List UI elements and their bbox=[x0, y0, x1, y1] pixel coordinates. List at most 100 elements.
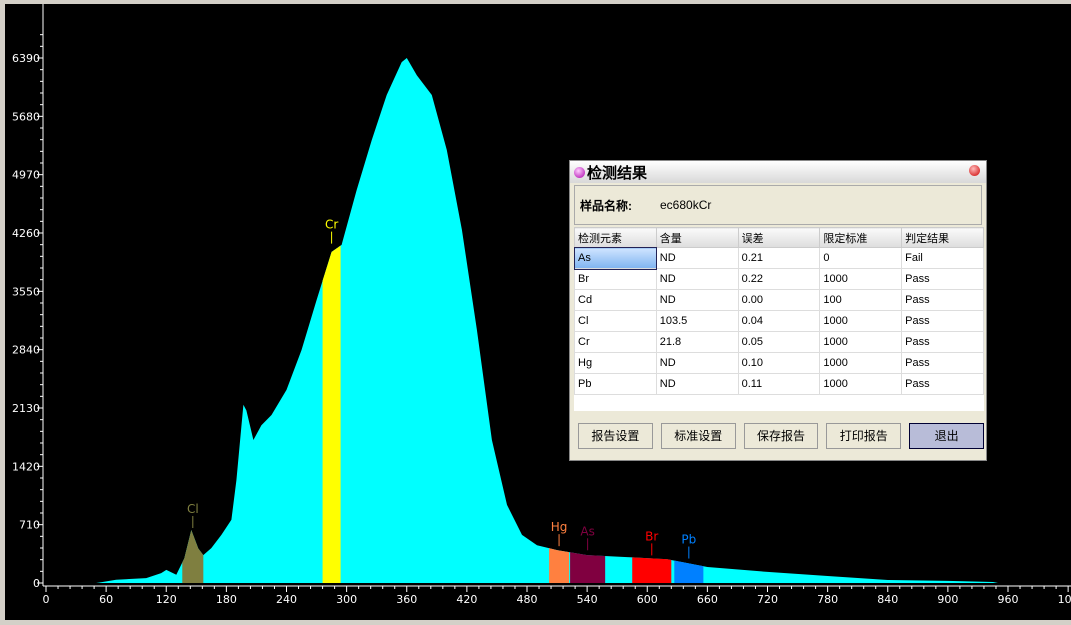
element-region-as bbox=[570, 552, 606, 583]
table-cell[interactable]: ND bbox=[655, 352, 739, 374]
table-cell[interactable]: Pass bbox=[901, 373, 984, 395]
x-tick-label: 480 bbox=[517, 593, 538, 606]
column-header[interactable]: 含量 bbox=[655, 227, 739, 248]
table-cell[interactable]: 0.22 bbox=[737, 268, 821, 290]
x-tick-label: 360 bbox=[396, 593, 417, 606]
table-cell[interactable]: Fail bbox=[901, 247, 984, 269]
table-cell[interactable]: 0.05 bbox=[737, 331, 821, 353]
table-cell[interactable]: ND bbox=[655, 268, 739, 290]
x-tick-label: 240 bbox=[276, 593, 297, 606]
exit-button[interactable]: 退出 bbox=[909, 422, 984, 449]
x-tick-label: 540 bbox=[577, 593, 598, 606]
report-settings-button[interactable]: 报告设置 bbox=[578, 422, 653, 449]
column-header[interactable]: 检测元素 bbox=[574, 227, 657, 248]
table-cell[interactable]: Cd bbox=[574, 289, 657, 311]
x-tick-label: 180 bbox=[216, 593, 237, 606]
y-tick-label: 6390 bbox=[12, 52, 40, 65]
y-tick-label: 2130 bbox=[12, 402, 40, 415]
y-tick-label: 4260 bbox=[12, 227, 40, 240]
table-cell[interactable]: 1000 bbox=[819, 310, 903, 332]
column-header[interactable]: 限定标准 bbox=[819, 227, 903, 248]
y-tick-label: 2840 bbox=[12, 344, 40, 357]
table-cell[interactable]: 100 bbox=[819, 289, 903, 311]
table-cell[interactable]: Pb bbox=[574, 373, 657, 395]
table-cell[interactable]: 1000 bbox=[819, 331, 903, 353]
table-cell[interactable]: 0.00 bbox=[737, 289, 821, 311]
column-header[interactable]: 判定结果 bbox=[901, 227, 984, 248]
table-cell[interactable]: Pass bbox=[901, 352, 984, 374]
x-tick-label: 420 bbox=[456, 593, 477, 606]
table-cell[interactable]: ND bbox=[655, 373, 739, 395]
table-row[interactable]: Cd ND 0.00 100 Pass bbox=[574, 289, 984, 311]
toolbar bbox=[0, 0, 1071, 4]
element-region-cr bbox=[322, 245, 341, 583]
element-label: As bbox=[580, 524, 594, 538]
table-cell[interactable]: Pass bbox=[901, 289, 984, 311]
table-cell[interactable]: 1000 bbox=[819, 373, 903, 395]
x-tick-label: 60 bbox=[99, 593, 113, 606]
table-row[interactable]: As ND 0.21 0 Fail bbox=[573, 246, 984, 270]
table-cell[interactable]: 1000 bbox=[819, 268, 903, 290]
y-tick-label: 0 bbox=[33, 577, 40, 590]
table-cell[interactable]: Pass bbox=[901, 268, 984, 290]
close-icon[interactable] bbox=[969, 165, 980, 176]
save-report-button[interactable]: 保存报告 bbox=[743, 422, 819, 449]
y-tick-label: 710 bbox=[19, 519, 40, 532]
y-tick-label: 1420 bbox=[12, 460, 40, 473]
table-cell[interactable]: ND bbox=[655, 247, 739, 269]
print-report-button[interactable]: 打印报告 bbox=[826, 422, 902, 449]
table-cell[interactable]: Br bbox=[574, 268, 657, 290]
element-label: Pb bbox=[681, 533, 696, 547]
x-tick-label: 660 bbox=[697, 593, 718, 606]
x-tick-label: 720 bbox=[757, 593, 778, 606]
x-tick-label: 780 bbox=[817, 593, 838, 606]
spectrum-area bbox=[46, 58, 998, 583]
x-tick-label: 0 bbox=[43, 593, 50, 606]
element-region-br bbox=[632, 557, 672, 583]
button-bar: 报告设置 标准设置 保存报告 打印报告 退出 bbox=[574, 413, 984, 458]
table-row[interactable]: Cl 103.5 0.04 1000 Pass bbox=[574, 310, 984, 332]
y-tick-label: 4970 bbox=[12, 169, 40, 182]
element-label: Br bbox=[645, 529, 658, 543]
table-row[interactable]: Br ND 0.22 1000 Pass bbox=[574, 268, 984, 290]
table-cell[interactable]: 0.21 bbox=[737, 247, 821, 269]
element-label: Cl bbox=[187, 502, 199, 516]
spectrum-plot: Cl Cr Hg As Br Pb 0 60 120 180 240 300 360 420 480 540 6… bbox=[5, 4, 1071, 620]
dialog-title: 检测结果 bbox=[587, 164, 648, 182]
element-region-hg bbox=[549, 548, 570, 583]
table-cell[interactable]: As bbox=[573, 246, 658, 270]
table-row[interactable]: Pb ND 0.11 1000 Pass bbox=[574, 373, 984, 395]
app-icon bbox=[574, 166, 585, 178]
table-cell[interactable]: Hg bbox=[574, 352, 657, 374]
table-cell[interactable]: 0.11 bbox=[737, 373, 821, 395]
x-tick-label: 120 bbox=[156, 593, 177, 606]
table-cell[interactable]: 0.10 bbox=[737, 352, 821, 374]
table-cell[interactable]: 103.5 bbox=[655, 310, 739, 332]
table-row[interactable]: Cr 21.8 0.05 1000 Pass bbox=[574, 331, 984, 353]
x-tick-label: 600 bbox=[637, 593, 658, 606]
element-region-pb bbox=[674, 560, 704, 583]
standard-settings-button[interactable]: 标准设置 bbox=[660, 422, 736, 449]
table-cell[interactable]: 0.04 bbox=[737, 310, 821, 332]
table-cell[interactable]: 0 bbox=[819, 247, 903, 269]
table-cell[interactable]: Pass bbox=[901, 331, 984, 353]
table-cell[interactable]: 1000 bbox=[819, 352, 903, 374]
table-cell[interactable]: Cr bbox=[574, 331, 657, 353]
table-cell[interactable]: Cl bbox=[574, 310, 657, 332]
table-cell[interactable]: Pass bbox=[901, 310, 984, 332]
y-tick-label: 5680 bbox=[12, 110, 40, 123]
x-tick-label: 300 bbox=[336, 593, 357, 606]
x-tick-label: 900 bbox=[937, 593, 958, 606]
table-cell[interactable]: 21.8 bbox=[655, 331, 739, 353]
element-label: Hg bbox=[551, 520, 568, 534]
table-cell[interactable]: ND bbox=[655, 289, 739, 311]
column-header[interactable]: 误差 bbox=[737, 227, 821, 248]
y-tick-label: 3550 bbox=[12, 285, 40, 298]
table-row[interactable]: Hg ND 0.10 1000 Pass bbox=[574, 352, 984, 374]
x-tick-label: 102 bbox=[1058, 593, 1071, 606]
dialog-titlebar[interactable]: 检测结果 bbox=[570, 161, 986, 183]
element-region-cl bbox=[182, 530, 204, 583]
x-tick-label: 960 bbox=[998, 593, 1019, 606]
sample-name-value: ec680kCr bbox=[660, 198, 712, 212]
